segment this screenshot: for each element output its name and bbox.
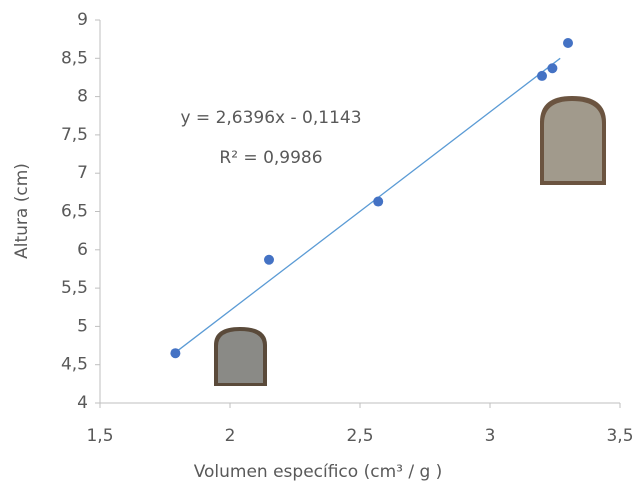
r-squared: R² = 0,9986 [219, 148, 322, 168]
y-tick-label: 8,5 [61, 48, 88, 68]
y-axis-title: Altura (cm) [12, 163, 32, 259]
point [537, 70, 547, 81]
point [373, 196, 384, 207]
bread-large [540, 96, 606, 185]
x-tick-label: 1,5 [86, 426, 113, 446]
y-tick-label: 5,5 [61, 278, 88, 298]
point [264, 254, 274, 265]
y-tick-label: 7 [77, 163, 88, 183]
y-tick-label: 4,5 [61, 355, 88, 375]
x-tick-label: 2 [225, 426, 236, 446]
point [547, 63, 558, 74]
x-tick-label: 3,5 [606, 426, 633, 446]
point [170, 348, 181, 359]
x-tick-label: 3 [485, 426, 496, 446]
y-tick-label: 5 [77, 316, 88, 336]
y-tick-label: 6,5 [61, 202, 88, 222]
y-tick-label: 7,5 [61, 125, 88, 145]
bread-small [214, 327, 267, 386]
y-tick-label: 6 [77, 240, 88, 260]
y-tick-label: 4 [77, 393, 88, 413]
trendline [175, 57, 561, 353]
x-tick-label: 2,5 [346, 426, 373, 446]
y-tick-label: 8 [77, 87, 88, 107]
y-tick-label: 9 [77, 10, 88, 30]
point [563, 37, 573, 48]
x-axis-title: Volumen específico (cm³ / g ) [194, 462, 443, 482]
equation: y = 2,6396x - 0,1143 [180, 108, 361, 128]
